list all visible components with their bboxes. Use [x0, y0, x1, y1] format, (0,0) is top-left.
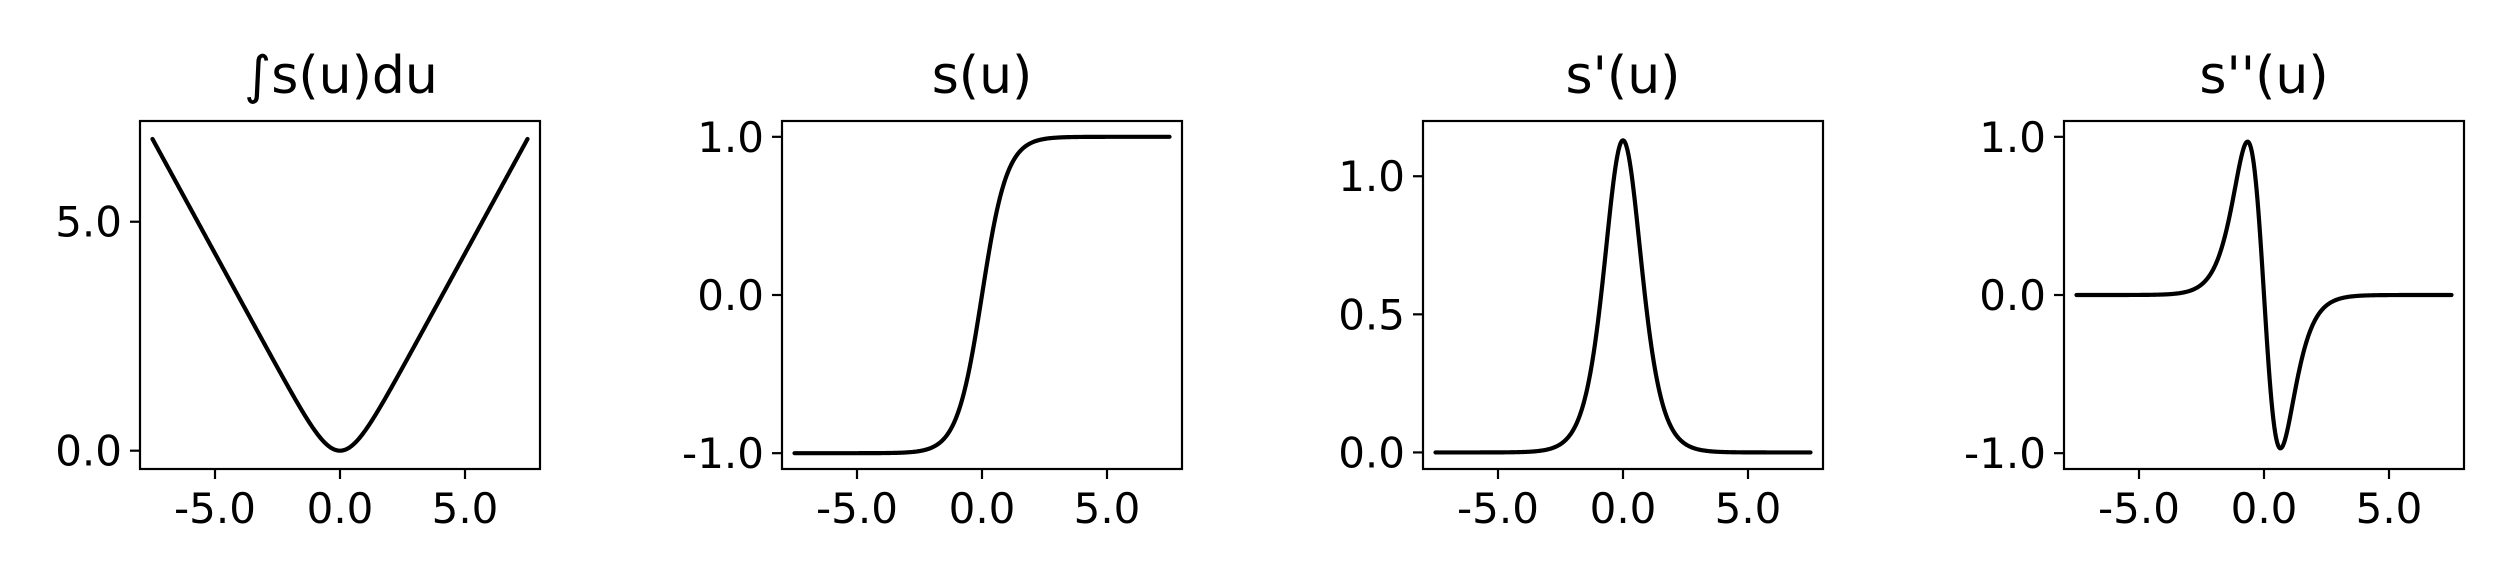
panel-2-plot: -5.0 0.0 5.0 1.0 0.0 -1.0: [682, 113, 1172, 533]
panel-2-ytick-label: -1.0: [682, 429, 764, 478]
panel-3-xtick-label: -5.0: [1457, 484, 1539, 533]
panel-3-series-line: [1433, 138, 1813, 455]
panel-4-xtick-label: -5.0: [2098, 484, 2180, 533]
panel-1-xtick-label: 0.0: [307, 484, 374, 533]
panel-3-xtick-label: 5.0: [1715, 484, 1782, 533]
panel-4-xtick-label: 0.0: [2231, 484, 2298, 533]
panel-3: s'(u) -5.0 0.0 5.0 1.0 0.5 0.0: [1338, 46, 1825, 533]
panel-4-axes-frame: [2062, 119, 2466, 471]
panel-3-xtick-label: 0.0: [1590, 484, 1657, 533]
panel-3-ytick-label: 1.0: [1338, 152, 1405, 201]
panel-3-ytick-label: 0.0: [1338, 428, 1405, 477]
panel-1-xtick-label: -5.0: [174, 484, 256, 533]
panel-2-ytick-label: 0.0: [697, 271, 764, 320]
panel-2: s(u) -5.0 0.0 5.0 1.0 0.0 -1.0: [682, 46, 1184, 533]
panel-4-title: s''(u): [2199, 46, 2328, 106]
panel-4: s''(u) -5.0 0.0 5.0 1.0 0.0 -1.0: [1964, 46, 2466, 533]
panel-2-xtick-label: 0.0: [949, 484, 1016, 533]
panel-2-title: s(u): [932, 46, 1033, 106]
panel-4-ytick-label: -1.0: [1964, 429, 2046, 478]
panel-1-xtick-label: 5.0: [432, 484, 499, 533]
panel-2-xtick-label: 5.0: [1074, 484, 1141, 533]
panel-4-ytick-label: 0.0: [1979, 271, 2046, 320]
panel-1: ∫s(u)du -5.0 0.0 5.0 0.0 5.0: [55, 46, 542, 533]
panel-4-series-line: [2074, 139, 2454, 451]
panel-2-axes-frame: [780, 119, 1184, 471]
panel-4-ytick-label: 1.0: [1979, 113, 2046, 162]
panel-1-ytick-label: 0.0: [55, 427, 122, 476]
panel-3-plot: -5.0 0.0 5.0 1.0 0.5 0.0: [1338, 138, 1813, 533]
panel-1-series-line: [150, 136, 530, 453]
panel-3-ytick-label: 0.5: [1338, 290, 1405, 339]
panel-2-series-line: [792, 134, 1172, 456]
panel-2-ytick-label: 1.0: [697, 113, 764, 162]
panel-3-title: s'(u): [1566, 46, 1681, 106]
panel-2-xtick-label: -5.0: [816, 484, 898, 533]
panel-1-axes-frame: [138, 119, 542, 471]
panel-1-title: ∫s(u)du: [244, 46, 438, 106]
panel-1-ytick-label: 5.0: [55, 198, 122, 247]
panel-1-plot: -5.0 0.0 5.0 0.0 5.0: [55, 136, 530, 533]
panel-4-xtick-label: 5.0: [2356, 484, 2423, 533]
panel-4-plot: -5.0 0.0 5.0 1.0 0.0 -1.0: [1964, 113, 2454, 533]
panel-3-axes-frame: [1421, 119, 1825, 471]
